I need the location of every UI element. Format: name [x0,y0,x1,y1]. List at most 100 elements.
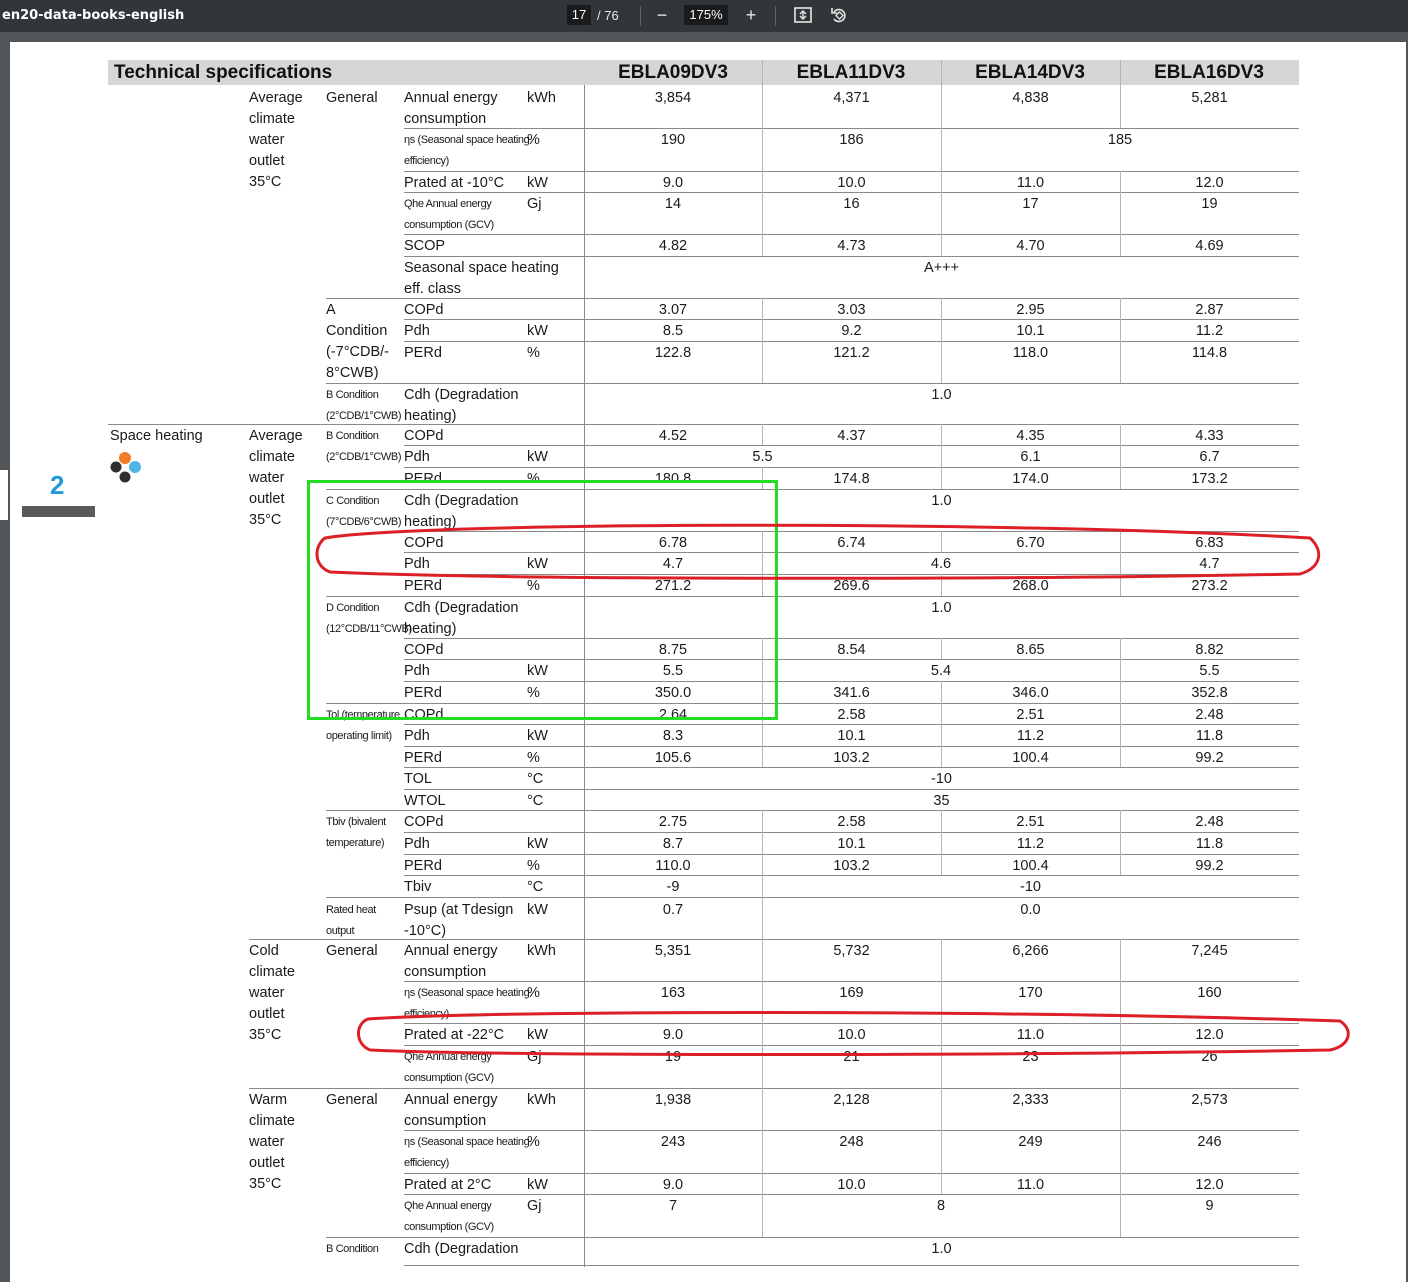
cell-divider [941,638,942,659]
model-header: EBLA14DV3 [975,62,1085,83]
zoom-in-button[interactable]: + [745,5,757,25]
subgroup-label: General [326,943,378,959]
cell-value: 352.8 [1191,685,1228,701]
cell-value: 8.5 [662,323,684,339]
cell-divider [941,1088,942,1130]
cell-value: 110.0 [655,858,691,874]
cell-divider [762,1088,763,1130]
cell-divider [762,467,763,489]
cell-divider [762,832,763,854]
row-unit: kW [527,902,548,918]
cell-divider [1120,192,1121,234]
table-title: Technical specifications [114,62,333,83]
zoom-out-button[interactable]: − [656,5,668,25]
cell-divider [941,531,942,552]
row-border [404,234,1299,235]
cell-value: 11.0 [1016,1177,1045,1193]
row-unit: % [527,578,540,594]
subgroup-label: B Condition [326,1243,379,1255]
cell-divider [941,939,942,981]
cell-divider [1120,638,1121,659]
fit-to-page-button[interactable] [792,4,814,26]
subgroup-border [326,703,1299,704]
column-divider [1120,60,1121,85]
subgroup-border [326,810,1299,811]
cell-divider [762,531,763,552]
zoom-level-input[interactable]: 175% [684,5,728,25]
subgroup-label: B Condition (2°CDB/1°CWB) [326,389,402,422]
cell-value: 11.2 [1016,836,1045,852]
group-border [249,1088,1299,1089]
cell-value: 2.75 [658,814,688,830]
row-label: TOL [404,771,432,787]
cell-divider [1120,574,1121,596]
page-number-input[interactable]: 17 [567,5,591,25]
cell-value: -9 [666,879,680,895]
cell-divider [1120,552,1121,574]
row-unit: kW [527,323,548,339]
row-unit: °C [527,771,544,787]
row-unit: % [527,685,540,701]
cell-value: 174.8 [833,471,870,487]
row-label: COPd [404,707,444,723]
cell-value: 2.58 [837,707,866,723]
cell-value: 6.70 [1016,535,1045,551]
row-unit: kW [527,663,548,679]
column-divider [584,85,585,1267]
cell-value: 2,333 [1012,1092,1049,1108]
cell-value: 4.7 [1199,556,1220,572]
row-border [404,341,1299,342]
cell-value: 0.0 [1020,902,1041,918]
cell-value: 5.4 [930,663,952,679]
cell-value: 4.35 [1016,428,1045,444]
cell-value: 248 [839,1134,864,1150]
group-label: Cold climate water outlet 35°C [249,943,295,1043]
cell-divider [941,171,942,192]
cell-divider [1120,445,1121,467]
subgroup-label: C Condition (7°CDB/6°CWB) [326,495,402,528]
cell-divider [762,319,763,341]
cell-divider [762,298,763,319]
cell-divider [1120,659,1121,681]
row-label: Qhe Annual energy consumption (GCV) [404,1051,494,1084]
row-label: Pdh [404,449,430,465]
cell-value: 35 [933,793,950,809]
row-unit: kW [527,556,548,572]
cell-value: 11.0 [1016,175,1045,191]
table-header [108,60,1299,85]
toolbar-divider [775,6,776,26]
row-unit: % [527,750,540,766]
row-label: Pdh [404,663,430,679]
cell-value: 246 [1197,1134,1222,1150]
row-label: PERd [404,750,442,766]
cell-divider [762,85,763,128]
cell-value: 2.51 [1016,814,1045,830]
row-unit: kW [527,1177,548,1193]
rotate-button[interactable] [828,4,850,26]
cell-value: 350.0 [654,685,692,701]
cell-value: 7 [668,1198,678,1214]
row-label: Tbiv [404,879,432,895]
subgroup-label: Tbiv (bivalent temperature) [326,816,386,849]
cell-value: 3.03 [837,302,866,318]
cell-divider [762,854,763,875]
row-unit: % [527,471,540,487]
cell-divider [762,574,763,596]
cell-value: 8.54 [837,642,866,658]
row-label: ηs (Seasonal space heating efficiency) [404,134,530,167]
sidebar-toggle[interactable] [0,470,8,520]
cell-value: 12.0 [1195,1027,1224,1043]
cell-value: 10.1 [837,728,866,744]
cell-value: 10.1 [1016,323,1045,339]
row-label: PERd [404,858,442,874]
cell-value: 4.37 [837,428,866,444]
cell-value: 14 [664,196,682,212]
cell-divider [762,810,763,832]
row-border [404,1194,1299,1195]
cell-divider [1120,832,1121,854]
cell-divider [1120,746,1121,767]
cell-value: 2.64 [658,707,688,723]
row-border [404,875,1299,876]
cell-value: 273.2 [1191,578,1228,594]
row-label: PERd [404,345,442,361]
